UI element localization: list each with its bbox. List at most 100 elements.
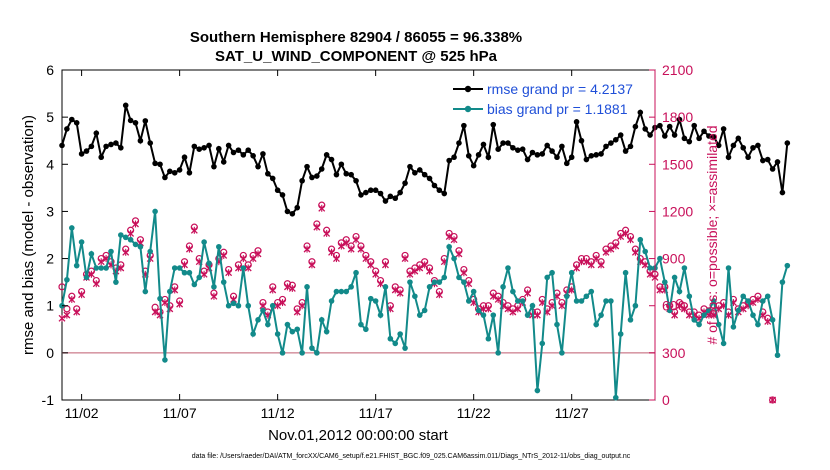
rmse-point: [608, 140, 614, 146]
obs-assimilated-point: [308, 261, 316, 269]
obs-assimilated-point: [303, 245, 311, 253]
rmse-point: [711, 134, 717, 140]
rmse-point: [500, 140, 506, 146]
obs-assimilated-point: [504, 305, 512, 313]
obs-assimilated-point: [352, 236, 360, 244]
bias-point: [103, 265, 109, 271]
rmse-point: [740, 144, 747, 151]
obs-assimilated-point: [293, 308, 301, 316]
bias-point: [142, 288, 149, 295]
rmse-point: [279, 192, 286, 198]
bias-point: [588, 288, 595, 295]
rmse-point: [764, 156, 771, 163]
bias-point: [353, 269, 359, 276]
bias-point: [211, 284, 217, 290]
rmse-point: [142, 118, 149, 124]
bias-point: [441, 274, 448, 281]
rmse-point: [451, 154, 457, 161]
obs-assimilated-point: [185, 245, 193, 253]
bias-point: [367, 295, 374, 302]
rmse-point: [715, 142, 722, 149]
rmse-point: [83, 148, 90, 154]
bias-point: [544, 274, 550, 281]
rmse-point: [387, 193, 394, 200]
bias-point: [568, 269, 575, 276]
rmse-point: [745, 154, 751, 161]
rmse-point: [750, 144, 756, 151]
bias-point: [162, 357, 168, 363]
rmse-point: [529, 149, 536, 156]
obs-assimilated-point: [190, 226, 198, 234]
x-tick-label: 11/02: [65, 405, 99, 421]
bias-point: [720, 340, 727, 347]
rmse-point: [191, 143, 198, 150]
bias-point: [475, 307, 482, 314]
rmse-point: [64, 126, 70, 132]
bias-point: [83, 274, 90, 281]
rmse-point: [519, 146, 526, 152]
rmse-point: [372, 187, 379, 194]
obs-assimilated-point: [332, 255, 340, 263]
obs-assimilated-point: [597, 261, 605, 269]
bias-point: [407, 279, 413, 285]
rmse-point: [691, 122, 698, 129]
bias-point: [98, 265, 105, 271]
rmse-point: [113, 140, 119, 146]
bias-point: [451, 255, 457, 262]
obs-assimilated-point: [622, 229, 630, 237]
obs-assimilated-point: [514, 305, 522, 313]
obs-assimilated-point: [132, 220, 139, 228]
obs-assimilated-point: [92, 280, 100, 288]
bias-point: [480, 312, 487, 318]
rmse-point: [412, 169, 418, 176]
rmse-point: [59, 142, 65, 149]
bias-point: [711, 298, 717, 304]
bias-point: [519, 298, 526, 304]
rmse-point: [186, 169, 193, 176]
bias-point: [216, 243, 222, 250]
rmse-point: [284, 208, 291, 215]
bias-point: [255, 317, 261, 323]
rmse-point: [245, 147, 252, 153]
rmse-point: [573, 119, 580, 125]
rmse-point: [122, 102, 129, 109]
obs-assimilated-point: [509, 308, 517, 316]
obs-assimilated-point: [58, 314, 66, 322]
bias-point: [402, 345, 408, 351]
rmse-point: [681, 135, 688, 142]
rmse-point: [755, 142, 761, 149]
obs-assimilated-point: [426, 267, 434, 275]
bias-point: [534, 387, 541, 394]
rmse-point: [686, 138, 693, 145]
y-axis-label: rmse and bias (model - observation): [20, 115, 37, 355]
bias-point: [647, 265, 653, 271]
rmse-point: [568, 154, 575, 161]
obs-assimilated-point: [612, 242, 620, 250]
obs-assimilated-point: [435, 291, 443, 299]
bias-point: [745, 298, 751, 304]
rmse-point: [774, 159, 781, 165]
rmse-point: [260, 151, 266, 157]
y-right-tick-label: 1200: [662, 203, 693, 219]
rmse-point: [612, 136, 619, 143]
y-tick-label: 2: [46, 251, 54, 267]
rmse-point: [603, 143, 609, 150]
rmse-point: [132, 120, 139, 126]
obs-assimilated-point: [396, 289, 404, 297]
obs-assimilated-point: [283, 283, 291, 291]
obs-assimilated-point: [489, 292, 497, 300]
rmse-point: [216, 145, 222, 152]
rmse-point: [627, 143, 634, 150]
rmse-point: [377, 190, 384, 197]
rmse-point: [539, 151, 546, 157]
rmse-point: [524, 156, 531, 163]
rmse-point: [176, 167, 183, 173]
rmse-point: [593, 152, 599, 158]
bias-point: [730, 324, 737, 330]
footnote: data file: /Users/raeder/DAI/ATM_forcXX/…: [192, 453, 631, 460]
obs-assimilated-point: [641, 261, 649, 269]
rmse-point: [206, 142, 212, 149]
y-tick-label: 6: [46, 62, 54, 78]
bias-point: [88, 251, 95, 257]
